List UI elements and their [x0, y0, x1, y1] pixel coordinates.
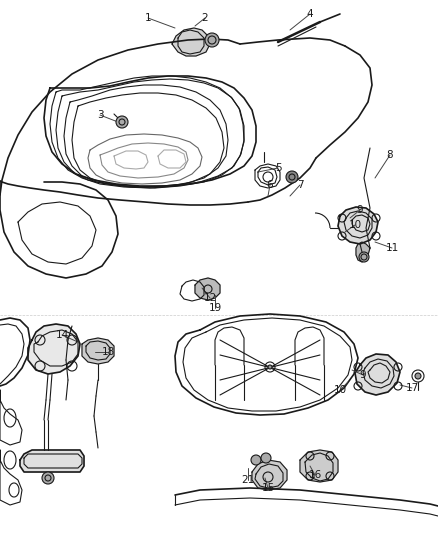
Circle shape — [359, 252, 369, 262]
Text: 12: 12 — [203, 293, 217, 303]
Polygon shape — [195, 278, 220, 300]
Polygon shape — [28, 324, 80, 374]
Polygon shape — [172, 28, 210, 56]
Polygon shape — [252, 460, 287, 490]
Text: 3: 3 — [97, 110, 103, 120]
Text: 15: 15 — [261, 483, 275, 493]
Text: 9: 9 — [360, 370, 366, 380]
Circle shape — [251, 455, 261, 465]
Text: 11: 11 — [385, 243, 399, 253]
Text: 10: 10 — [333, 385, 346, 395]
Text: 8: 8 — [387, 150, 393, 160]
Text: 7: 7 — [297, 180, 303, 190]
Circle shape — [415, 373, 421, 379]
Text: 17: 17 — [406, 383, 419, 393]
Text: 14: 14 — [55, 330, 69, 340]
Text: 19: 19 — [208, 303, 222, 313]
Polygon shape — [82, 338, 114, 364]
Text: 21: 21 — [241, 475, 254, 485]
Text: 9: 9 — [357, 205, 363, 215]
Text: 4: 4 — [307, 9, 313, 19]
Text: 6: 6 — [267, 180, 273, 190]
Circle shape — [116, 116, 128, 128]
Polygon shape — [300, 450, 338, 482]
Text: 18: 18 — [101, 347, 115, 357]
Circle shape — [42, 472, 54, 484]
Circle shape — [205, 33, 219, 47]
Text: 10: 10 — [349, 220, 361, 230]
Text: 5: 5 — [275, 163, 281, 173]
Polygon shape — [20, 450, 84, 472]
Text: 1: 1 — [145, 13, 151, 23]
Circle shape — [286, 171, 298, 183]
Circle shape — [268, 365, 272, 369]
Polygon shape — [355, 354, 400, 395]
Polygon shape — [338, 207, 378, 244]
Circle shape — [261, 453, 271, 463]
Text: 2: 2 — [201, 13, 208, 23]
Text: 16: 16 — [308, 470, 321, 480]
Polygon shape — [356, 242, 370, 262]
